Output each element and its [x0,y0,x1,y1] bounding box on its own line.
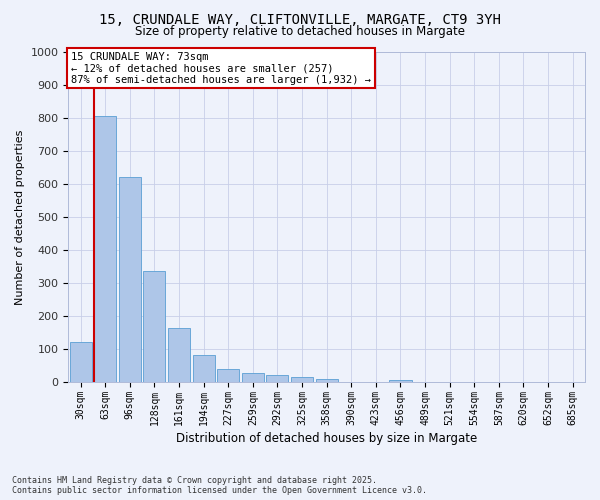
Bar [389,380,412,382]
Text: 15 CRUNDALE WAY: 73sqm
← 12% of detached houses are smaller (257)
87% of semi-de: 15 CRUNDALE WAY: 73sqm ← 12% of detached… [71,52,371,84]
X-axis label: Distribution of detached houses by size in Margate: Distribution of detached houses by size … [176,432,477,445]
Bar [193,355,215,382]
Bar [119,177,141,382]
Bar [266,375,289,382]
Bar [242,373,264,382]
Bar [291,376,313,382]
Bar [168,328,190,382]
Bar [94,116,116,382]
Bar [70,342,92,382]
Bar [143,272,166,382]
Bar [316,379,338,382]
Text: 15, CRUNDALE WAY, CLIFTONVILLE, MARGATE, CT9 3YH: 15, CRUNDALE WAY, CLIFTONVILLE, MARGATE,… [99,12,501,26]
Y-axis label: Number of detached properties: Number of detached properties [15,129,25,304]
Text: Contains HM Land Registry data © Crown copyright and database right 2025.
Contai: Contains HM Land Registry data © Crown c… [12,476,427,495]
Text: Size of property relative to detached houses in Margate: Size of property relative to detached ho… [135,25,465,38]
Bar [217,369,239,382]
